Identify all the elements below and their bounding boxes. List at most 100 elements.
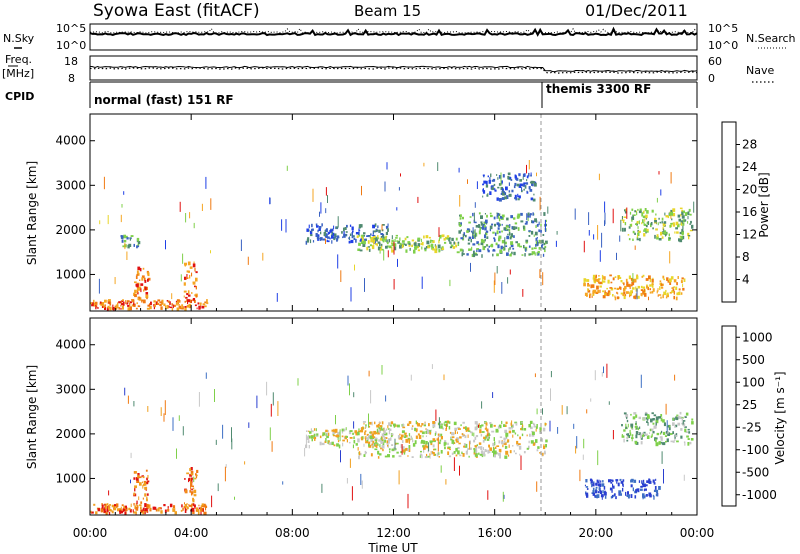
heatmap-cell (515, 241, 518, 244)
heatmap-cell (369, 431, 371, 434)
heatmap-cell (333, 236, 336, 241)
heatmap-cell (375, 238, 378, 242)
heatmap-cell (528, 230, 531, 232)
heatmap-cell (472, 253, 476, 258)
heatmap-cell (492, 231, 495, 234)
heatmap-cell (480, 238, 484, 243)
heatmap-cell (399, 237, 401, 241)
heatmap-cell (180, 274, 182, 282)
heatmap-cell (363, 422, 365, 425)
heatmap-cell (670, 224, 672, 228)
heatmap-cell (192, 299, 194, 302)
heatmap-cell (501, 240, 505, 244)
heatmap-cell (332, 429, 336, 434)
heatmap-cell (190, 481, 193, 484)
heatmap-cell (656, 197, 658, 203)
heatmap-cell (498, 213, 501, 216)
heatmap-cell (489, 177, 491, 181)
heatmap-cell (159, 303, 162, 307)
heatmap-cell (474, 221, 477, 224)
heatmap-cell (663, 230, 667, 235)
heatmap-cell (633, 278, 637, 283)
heatmap-cell (140, 509, 143, 513)
heatmap-cell (526, 213, 528, 221)
heatmap-cell (432, 444, 435, 448)
heatmap-cell (191, 488, 193, 491)
heatmap-cell (484, 246, 487, 248)
heatmap-cell (197, 511, 200, 515)
heatmap-cell (609, 487, 613, 491)
heatmap-cell (442, 245, 444, 248)
heatmap-cell (431, 452, 434, 455)
heatmap-cell (496, 174, 498, 176)
heatmap-cell (632, 230, 635, 234)
heatmap-cell (661, 217, 664, 221)
heatmap-cell (620, 219, 622, 232)
heatmap-cell (526, 191, 529, 194)
heatmap-cell (663, 278, 665, 281)
heatmap-cell (456, 431, 458, 434)
x-axis-label: Time UT (367, 541, 418, 554)
heatmap-cell (591, 284, 595, 288)
heatmap-cell (155, 508, 158, 512)
heatmap-cell (309, 239, 312, 244)
heatmap-cell (141, 300, 143, 303)
heatmap-cell (637, 208, 639, 211)
heatmap-cell (375, 243, 377, 246)
power-ylabel: Slant Range [km] (25, 161, 39, 265)
heatmap-cell (153, 304, 155, 307)
heatmap-cell (473, 452, 476, 455)
heatmap-cell (269, 197, 271, 205)
heatmap-cell (130, 235, 134, 237)
heatmap-cell (400, 434, 404, 438)
heatmap-cell (677, 214, 681, 218)
heatmap-cell (652, 288, 655, 292)
nave-tick-bottom: 0 (708, 72, 715, 85)
heatmap-cell (504, 440, 506, 444)
heatmap-cell (526, 182, 529, 185)
heatmap-cell (608, 290, 611, 293)
heatmap-cell (382, 224, 385, 226)
heatmap-cell (185, 277, 189, 279)
heatmap-cell (428, 423, 430, 427)
heatmap-cell (485, 184, 489, 188)
heatmap-cell (488, 444, 490, 448)
heatmap-cell (682, 222, 685, 226)
heatmap-cell (373, 430, 377, 435)
heatmap-cell (123, 506, 125, 509)
heatmap-cell (142, 497, 144, 500)
heatmap-cell (489, 212, 492, 215)
heatmap-cell (215, 439, 217, 445)
heatmap-cell (658, 441, 661, 445)
heatmap-cell (673, 290, 675, 295)
heatmap-cell (644, 488, 647, 491)
heatmap-cell (476, 423, 479, 427)
heatmap-cell (374, 432, 377, 435)
heatmap-cell (193, 494, 197, 497)
heatmap-cell (622, 294, 625, 297)
heatmap-cell (475, 435, 479, 438)
heatmap-cell (681, 209, 683, 213)
heatmap-cell (556, 231, 558, 235)
heatmap-cell (367, 246, 370, 248)
heatmap-cell (397, 435, 400, 439)
heatmap-cell (632, 434, 634, 437)
heatmap-cell (310, 428, 312, 432)
heatmap-cell (381, 421, 384, 425)
heatmap-cell (466, 230, 469, 233)
heatmap-cell (422, 435, 424, 438)
heatmap-cell (387, 444, 389, 448)
heatmap-cell (502, 444, 504, 448)
heatmap-cell (623, 438, 625, 443)
heatmap-cell (191, 485, 194, 488)
heatmap-cell (269, 427, 271, 441)
heatmap-cell (318, 228, 321, 231)
heatmap-cell (665, 296, 668, 299)
heatmap-cell (391, 448, 395, 451)
heatmap-cell (676, 231, 679, 234)
heatmap-cell (609, 287, 613, 289)
heatmap-cell (689, 229, 693, 232)
heatmap-cell (456, 437, 458, 440)
heatmap-cell (184, 504, 188, 508)
heatmap-cell (370, 390, 372, 404)
